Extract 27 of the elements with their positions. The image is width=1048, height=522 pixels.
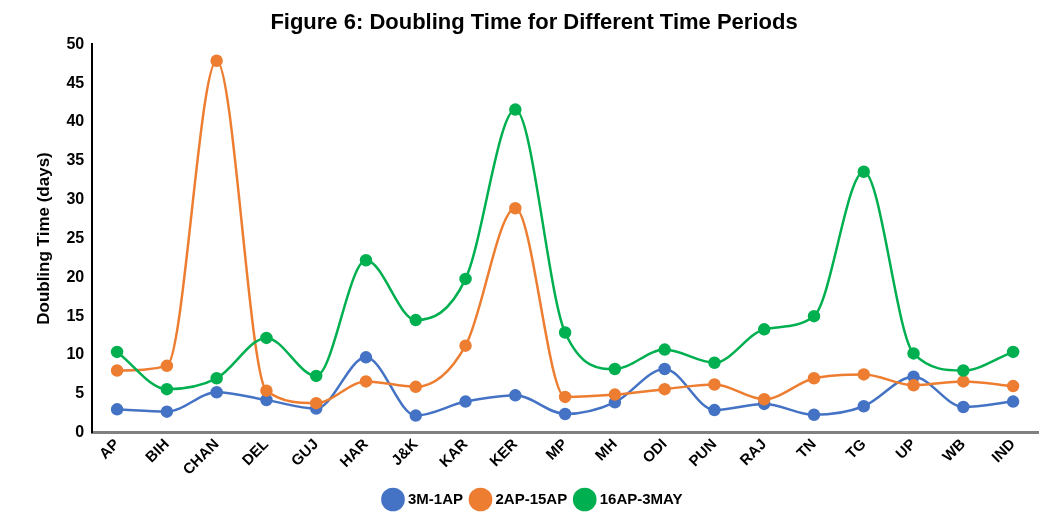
- y-tick-label: 0: [75, 423, 85, 441]
- y-tick-label: 45: [66, 73, 85, 91]
- x-tick-label: AP: [95, 435, 123, 462]
- y-tick-label: 50: [66, 34, 85, 52]
- x-tick-label: TN: [792, 435, 820, 462]
- x-tick-label: BIH: [141, 435, 172, 466]
- x-tick-label: MP: [542, 435, 571, 463]
- y-tick-label: 30: [66, 190, 85, 208]
- y-tick-label: 35: [66, 151, 85, 169]
- x-tick-label: WB: [938, 434, 969, 465]
- x-tick-label: MH: [591, 435, 620, 464]
- legend-label: 16AP-3MAY: [599, 489, 683, 507]
- x-tick-label: UP: [891, 435, 919, 462]
- y-tick-label: 15: [66, 306, 85, 324]
- legend-label: 3M-1AP: [407, 489, 463, 507]
- y-axis-title: Doubling Time (days): [33, 152, 53, 325]
- y-tick-label: 10: [66, 345, 85, 363]
- chart-title: Figure 6: Doubling Time for Different Time Periods: [270, 9, 798, 35]
- y-tick-label: 5: [75, 384, 85, 402]
- legend-label: 2AP-15AP: [495, 489, 568, 507]
- y-tick-label: 40: [66, 112, 85, 130]
- x-tick-label: IND: [987, 434, 1019, 466]
- x-tick-label: DEL: [238, 435, 272, 469]
- y-tick-label: 20: [66, 267, 85, 285]
- x-tick-label: TG: [842, 435, 869, 462]
- y-tick-label: 25: [66, 228, 85, 246]
- x-tick-label: ODI: [638, 435, 670, 466]
